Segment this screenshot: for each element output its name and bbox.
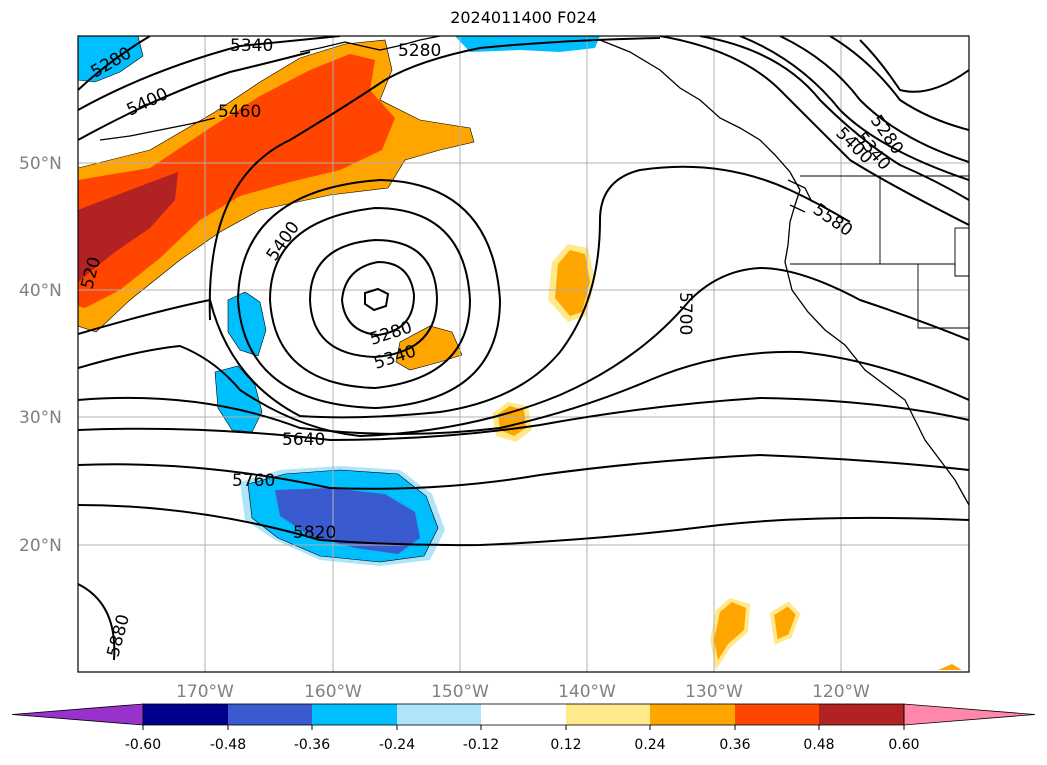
contour-label: 5460 xyxy=(218,102,261,122)
colorbar-segment xyxy=(312,704,397,725)
lon-label: 150°W xyxy=(431,682,489,702)
lon-label: 130°W xyxy=(685,682,743,702)
colorbar-frame xyxy=(142,703,905,726)
colorbar-segment xyxy=(819,704,904,725)
colorbar-tick-label: -0.48 xyxy=(210,737,246,753)
lat-label: 50°N xyxy=(19,154,62,174)
lon-label: 140°W xyxy=(558,682,616,702)
contour-label: 5880 xyxy=(104,612,135,659)
shaded-fields xyxy=(78,36,962,670)
colorbar-extend-left xyxy=(11,703,144,726)
contour-label: 5700 xyxy=(675,292,695,335)
contour-label: 5640 xyxy=(282,430,325,450)
lat-label: 40°N xyxy=(19,281,62,301)
positive-anomaly-blob-2 xyxy=(395,325,463,371)
colorbar-tick-label: 0.36 xyxy=(719,737,750,753)
political-boundaries xyxy=(790,175,969,329)
contour-label: 5280 xyxy=(398,41,441,61)
colorbar-segment xyxy=(397,704,481,725)
latitude-labels: 50°N 40°N 30°N 20°N xyxy=(19,154,62,556)
map-title: 2024011400 F024 xyxy=(450,8,597,27)
coastlines xyxy=(99,36,969,506)
colorbar-tick-label: 0.48 xyxy=(803,737,834,753)
lon-label: 120°W xyxy=(812,682,870,702)
colorbar: -0.60 -0.48 -0.36 -0.24 -0.12 0.12 0.24 … xyxy=(11,703,1036,753)
positive-anomaly-blob-1-core xyxy=(555,250,590,316)
colorbar-segment xyxy=(735,704,819,725)
longitude-labels: 170°W 160°W 150°W 140°W 130°W 120°W xyxy=(176,682,870,702)
colorbar-segment xyxy=(481,704,566,725)
negative-anomaly-blob-2 xyxy=(214,365,263,433)
colorbar-segment xyxy=(143,704,228,725)
colorbar-tick-label: -0.12 xyxy=(463,737,499,753)
colorbar-segment xyxy=(650,704,735,725)
colorbar-segment xyxy=(228,704,312,725)
positive-anomaly-core xyxy=(78,172,178,282)
negative-anomaly-blob-1 xyxy=(227,291,267,357)
contour-label: 5400 xyxy=(263,218,304,265)
colorbar-segment xyxy=(566,704,650,725)
height-contours xyxy=(78,36,969,661)
lat-label: 20°N xyxy=(19,536,62,556)
positive-anomaly-blob-5 xyxy=(769,601,801,645)
colorbar-tick-label: -0.60 xyxy=(125,737,161,753)
colorbar-tick-label: 0.24 xyxy=(634,737,665,753)
positive-anomaly-blob-4-core xyxy=(714,602,746,660)
gridlines xyxy=(78,36,969,672)
positive-anomaly-blob-6 xyxy=(938,664,962,670)
negative-anomaly-nw xyxy=(78,36,144,83)
contour-label: 5760 xyxy=(232,471,275,491)
contour-label: 5340 xyxy=(230,36,273,56)
colorbar-tick-label: 0.60 xyxy=(888,737,919,753)
colorbar-tick-label: -0.36 xyxy=(294,737,330,753)
negative-anomaly-hawaii-core xyxy=(275,488,420,554)
contour-label: 5400 xyxy=(124,84,172,120)
lat-label: 30°N xyxy=(19,408,62,428)
colorbar-tick-label: 0.12 xyxy=(550,737,581,753)
contour-label: 5580 xyxy=(809,200,856,241)
lon-label: 160°W xyxy=(304,682,362,702)
map-frame xyxy=(77,35,970,673)
positive-anomaly-mid xyxy=(78,54,395,308)
colorbar-tick-label: -0.24 xyxy=(379,737,415,753)
lon-label: 170°W xyxy=(176,682,234,702)
contour-label: 5820 xyxy=(293,523,336,543)
colorbar-extend-right xyxy=(903,703,1036,726)
